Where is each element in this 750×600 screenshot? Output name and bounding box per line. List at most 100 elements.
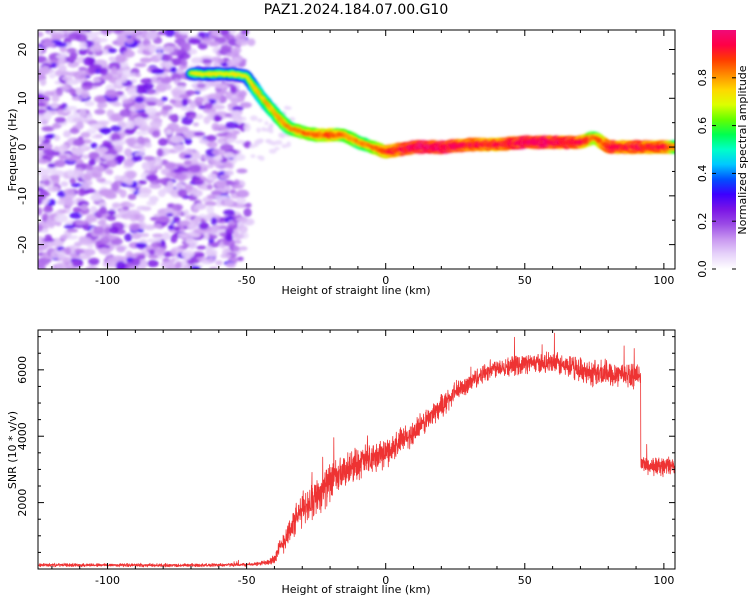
noise-blob <box>87 66 97 75</box>
noise-blob <box>134 102 146 111</box>
ridge-segment <box>344 133 350 138</box>
noise-blob <box>139 57 153 63</box>
noise-blob <box>52 151 61 157</box>
noise-blob <box>257 118 263 123</box>
noise-blob <box>188 242 197 250</box>
noise-blob <box>111 182 120 192</box>
noise-blob <box>69 212 83 219</box>
snr-x-tick-label: 50 <box>518 574 532 587</box>
noise-blob <box>189 220 197 230</box>
noise-blob <box>70 169 84 178</box>
noise-blob <box>249 115 258 121</box>
noise-blob <box>269 123 274 129</box>
noise-blob <box>160 77 173 84</box>
noise-blob <box>91 43 103 53</box>
noise-blob <box>39 78 47 86</box>
noise-blob <box>212 148 224 156</box>
noise-blob <box>119 75 127 84</box>
noise-blob <box>211 104 226 110</box>
noise-blob <box>164 30 176 37</box>
noise-blob <box>38 168 49 176</box>
noise-blob <box>204 201 218 207</box>
noise-blob <box>250 154 256 159</box>
snr-background <box>38 330 675 569</box>
noise-blob <box>194 216 203 221</box>
noise-blob <box>157 31 167 36</box>
noise-blob <box>78 187 86 197</box>
noise-blob <box>232 106 244 112</box>
noise-blob <box>226 138 236 144</box>
noise-blob <box>166 180 174 190</box>
noise-blob <box>138 179 147 185</box>
noise-blob <box>148 249 156 256</box>
noise-blob <box>170 234 178 244</box>
noise-blob <box>205 164 215 169</box>
noise-blob <box>236 197 247 204</box>
noise-blob <box>225 228 234 236</box>
noise-blob <box>38 114 44 123</box>
noise-blob <box>148 195 159 203</box>
noise-blob <box>268 148 277 154</box>
noise-blob <box>217 58 225 64</box>
noise-blob <box>232 153 246 161</box>
noise-blob <box>135 155 143 162</box>
noise-blob <box>274 146 280 151</box>
noise-blob <box>223 198 234 206</box>
noise-blob <box>102 260 117 268</box>
noise-blob <box>79 144 89 150</box>
noise-blob <box>235 189 250 198</box>
noise-blob <box>184 137 192 145</box>
noise-blob <box>92 82 103 87</box>
noise-blob <box>220 45 233 51</box>
noise-blob <box>41 176 49 181</box>
noise-blob <box>106 169 114 175</box>
noise-blob <box>75 121 84 130</box>
ridge-segment <box>271 108 277 114</box>
noise-blob <box>51 103 59 109</box>
noise-blob <box>54 116 67 123</box>
noise-blob <box>164 161 176 169</box>
spectrogram-y-axis-label: Frequency (Hz) <box>6 109 19 192</box>
noise-blob <box>247 38 256 47</box>
noise-blob <box>89 123 104 129</box>
noise-blob <box>78 48 88 56</box>
noise-blob <box>149 183 162 189</box>
noise-blob <box>123 159 135 167</box>
noise-blob <box>122 206 130 211</box>
noise-blob <box>111 139 126 146</box>
noise-blob <box>189 101 197 110</box>
noise-blob <box>167 224 175 231</box>
spectrogram-y-tick-label: -20 <box>16 236 29 254</box>
noise-blob <box>236 256 244 262</box>
noise-blob <box>50 250 61 259</box>
noise-blob <box>256 127 261 133</box>
noise-blob <box>66 47 77 53</box>
snr-x-tick-label: 0 <box>382 574 389 587</box>
noise-blob <box>170 58 182 66</box>
spectrogram-y-tick-label: 10 <box>16 91 29 105</box>
noise-blob <box>215 199 223 208</box>
noise-blob <box>145 174 158 182</box>
noise-blob <box>72 138 85 147</box>
noise-blob <box>205 248 218 257</box>
noise-blob <box>177 232 192 238</box>
colorbar: 0.0 0.2 0.4 0.6 0.8 Normalized spectral ampl… <box>696 30 749 278</box>
noise-blob <box>63 224 76 229</box>
noise-blob <box>106 159 118 168</box>
noise-blob <box>83 56 95 66</box>
colorbar-tick-label: 0.8 <box>696 69 709 87</box>
noise-blob <box>97 219 107 226</box>
noise-blob <box>181 249 195 259</box>
noise-blob <box>131 257 141 267</box>
noise-blob <box>233 239 242 245</box>
snr-x-tick-label: 100 <box>653 574 674 587</box>
noise-blob <box>139 233 150 238</box>
noise-blob <box>168 114 176 121</box>
snr-y-axis-label: SNR (10 * v/v) <box>6 411 19 489</box>
noise-blob <box>56 109 64 116</box>
noise-blob <box>114 175 122 182</box>
spectrogram-y-tick-label: 0 <box>16 144 29 151</box>
noise-blob <box>194 252 205 258</box>
noise-blob <box>192 131 206 137</box>
noise-blob <box>99 206 108 215</box>
